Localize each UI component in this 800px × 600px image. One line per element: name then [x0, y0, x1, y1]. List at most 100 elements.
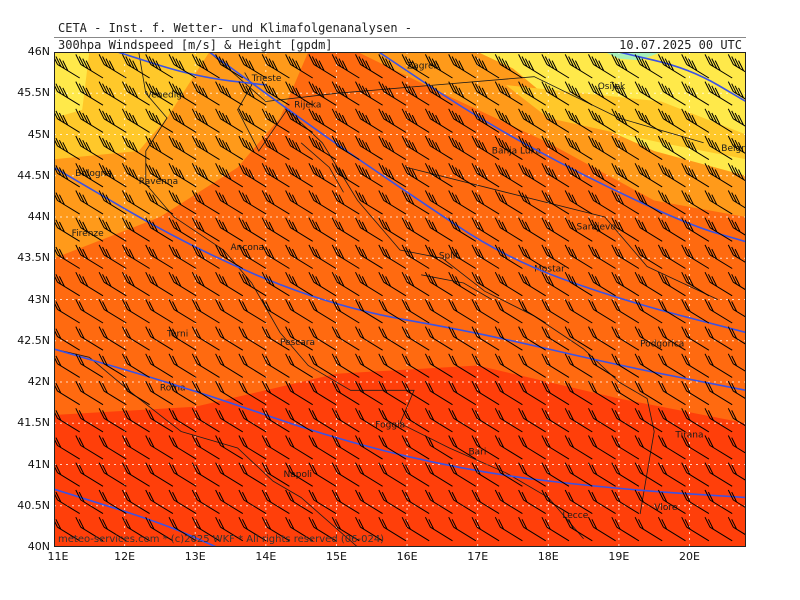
- wind-barb: [98, 244, 127, 269]
- city-label: Split: [439, 251, 459, 261]
- wind-barb: [121, 190, 150, 215]
- wind-barb: [98, 54, 127, 79]
- city-label: Terni: [166, 330, 188, 340]
- wind-barb: [355, 108, 383, 133]
- wind-barb: [355, 163, 383, 188]
- wind-barb: [448, 380, 477, 406]
- wind-barb: [145, 435, 174, 460]
- height-contour: [378, 52, 746, 243]
- wind-barb: [75, 353, 104, 378]
- wind-barb: [378, 435, 407, 460]
- wind-barb: [355, 326, 383, 351]
- wind-barb: [215, 353, 244, 378]
- wind-barb: [401, 163, 430, 188]
- wind-barb: [168, 462, 197, 487]
- wind-barb: [471, 81, 500, 106]
- wind-barb: [75, 135, 104, 161]
- wind-barb: [634, 135, 663, 161]
- wind-barb: [588, 326, 616, 351]
- valid-time: 10.07.2025 00 UTC: [619, 38, 742, 52]
- wind-barb: [657, 271, 686, 297]
- band-yellow-orange: [54, 52, 210, 160]
- wind-barb: [75, 217, 104, 242]
- wind-barb: [564, 81, 593, 106]
- wind-barb: [471, 516, 500, 542]
- y-tick-label: 43N: [27, 292, 50, 306]
- wind-barb: [168, 326, 197, 351]
- wind-barb: [611, 135, 640, 161]
- wind-barb: [75, 326, 104, 351]
- wind-barb: [168, 54, 197, 79]
- x-tick-label: 17E: [467, 550, 489, 563]
- wind-barb: [215, 462, 244, 487]
- wind-barb: [285, 54, 313, 79]
- wind-barb: [564, 408, 593, 433]
- wind-barb: [215, 380, 244, 406]
- wind-barb: [98, 135, 127, 161]
- wind-barb: [471, 135, 500, 161]
- wind-barb: [471, 380, 500, 406]
- wind-barb: [448, 108, 477, 133]
- city-label: Mostar: [534, 264, 565, 274]
- wind-barb: [168, 244, 197, 269]
- wind-barb: [471, 244, 500, 269]
- wind-barb: [355, 190, 383, 215]
- wind-barb: [657, 408, 686, 433]
- wind-barb: [168, 217, 197, 242]
- wind-barb: [238, 81, 267, 106]
- wind-barb: [191, 217, 220, 242]
- x-tick-label: 13E: [184, 550, 206, 563]
- chart-title-line1: CETA - Inst. f. Wetter- und Klimafolgena…: [58, 21, 413, 35]
- wind-barb: [518, 163, 546, 188]
- wind-barb: [285, 108, 313, 133]
- wind-barb: [331, 435, 360, 460]
- wind-barb: [355, 217, 383, 242]
- wind-barb: [191, 380, 220, 406]
- wind-barb: [308, 408, 337, 433]
- wind-barb: [588, 408, 616, 433]
- wind-barb: [448, 163, 477, 188]
- wind-barb: [494, 462, 523, 487]
- wind-barb: [704, 135, 733, 161]
- wind-barb: [238, 54, 267, 79]
- wind-barb: [727, 135, 746, 155]
- wind-barb: [378, 108, 407, 133]
- wind-barb: [75, 489, 104, 515]
- wind-barb: [378, 54, 407, 79]
- wind-barb: [518, 489, 546, 515]
- wind-barb: [518, 435, 546, 460]
- wind-barb: [727, 408, 746, 427]
- wind-barb: [448, 135, 477, 161]
- wind-barb: [238, 353, 267, 378]
- x-tick-label: 16E: [396, 550, 418, 563]
- wind-barb: [471, 326, 500, 351]
- wind-barb: [168, 108, 197, 133]
- wind-barb: [727, 516, 746, 536]
- wind-barb: [191, 489, 220, 515]
- wind-barb: [494, 435, 523, 460]
- y-tick-label: 45N: [27, 127, 50, 141]
- wind-barb: [611, 462, 640, 487]
- wind-barb: [168, 299, 197, 324]
- wind-barb: [634, 516, 663, 542]
- wind-barb: [401, 217, 430, 242]
- wind-barb: [704, 489, 733, 515]
- wind-barb: [98, 462, 127, 487]
- wind-barb: [401, 190, 430, 215]
- wind-barb: [448, 190, 477, 215]
- wind-barb: [401, 54, 430, 79]
- wind-barb: [261, 408, 290, 433]
- wind-barb: [588, 299, 616, 324]
- wind-barb: [378, 244, 407, 269]
- wind-barb: [518, 462, 546, 487]
- wind-barb: [75, 516, 104, 542]
- wind-barb: [448, 462, 477, 487]
- wind-barb: [518, 108, 546, 133]
- wind-barb: [75, 244, 104, 269]
- wind-barb: [261, 163, 290, 188]
- wind-barb: [285, 244, 313, 269]
- wind-barb: [285, 516, 313, 542]
- wind-barb: [657, 163, 686, 188]
- x-tick-label: 18E: [537, 550, 559, 563]
- wind-barb: [261, 271, 290, 297]
